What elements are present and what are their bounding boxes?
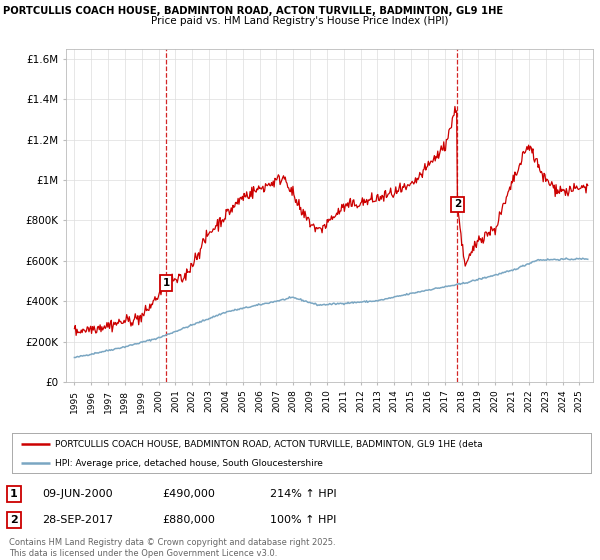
Text: 1: 1	[163, 278, 170, 288]
Text: HPI: Average price, detached house, South Gloucestershire: HPI: Average price, detached house, Sout…	[55, 459, 323, 468]
Text: £880,000: £880,000	[162, 515, 215, 525]
Text: 214% ↑ HPI: 214% ↑ HPI	[270, 489, 337, 499]
Text: Price paid vs. HM Land Registry's House Price Index (HPI): Price paid vs. HM Land Registry's House …	[151, 16, 449, 26]
Text: PORTCULLIS COACH HOUSE, BADMINTON ROAD, ACTON TURVILLE, BADMINTON, GL9 1HE (deta: PORTCULLIS COACH HOUSE, BADMINTON ROAD, …	[55, 440, 483, 449]
Text: Contains HM Land Registry data © Crown copyright and database right 2025.
This d: Contains HM Land Registry data © Crown c…	[9, 538, 335, 558]
Text: 100% ↑ HPI: 100% ↑ HPI	[270, 515, 337, 525]
Text: 2: 2	[10, 515, 17, 525]
Text: £490,000: £490,000	[162, 489, 215, 499]
Text: 09-JUN-2000: 09-JUN-2000	[42, 489, 113, 499]
Text: 2: 2	[454, 199, 461, 209]
Text: 1: 1	[10, 489, 17, 499]
Text: PORTCULLIS COACH HOUSE, BADMINTON ROAD, ACTON TURVILLE, BADMINTON, GL9 1HE: PORTCULLIS COACH HOUSE, BADMINTON ROAD, …	[3, 6, 503, 16]
Text: 28-SEP-2017: 28-SEP-2017	[42, 515, 113, 525]
